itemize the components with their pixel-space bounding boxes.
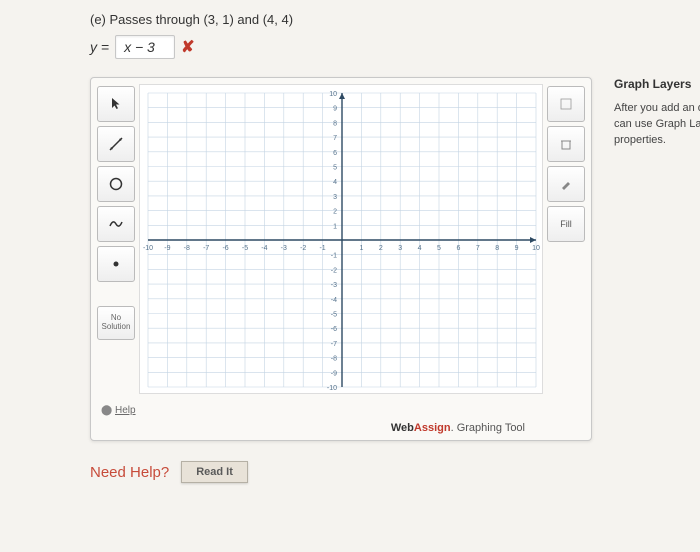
color-button[interactable]: [547, 166, 585, 202]
layers-title: Graph Layers: [614, 77, 700, 91]
svg-text:-2: -2: [300, 245, 306, 252]
circle-tool[interactable]: [97, 166, 135, 202]
svg-text:4: 4: [333, 179, 337, 186]
pointer-tool[interactable]: [97, 86, 135, 122]
fill-button[interactable]: Fill: [547, 206, 585, 242]
svg-text:-10: -10: [143, 245, 153, 252]
point-tool[interactable]: [97, 246, 135, 282]
svg-text:-8: -8: [331, 356, 337, 363]
brush-icon: [559, 177, 573, 191]
svg-text:2: 2: [333, 209, 337, 216]
svg-text:-9: -9: [164, 245, 170, 252]
svg-text:1: 1: [359, 245, 363, 252]
svg-text:9: 9: [333, 106, 337, 113]
svg-text:-3: -3: [281, 245, 287, 252]
right-toolbar: Fill: [547, 86, 585, 242]
svg-text:-10: -10: [327, 385, 337, 392]
layers-line2: can use Graph Layers to view: [614, 117, 700, 133]
svg-text:-7: -7: [331, 341, 337, 348]
problem-part-label: (e) Passes through (3, 1) and (4, 4): [90, 12, 700, 27]
svg-text:-7: -7: [203, 245, 209, 252]
svg-text:-4: -4: [261, 245, 267, 252]
pointer-icon: [109, 97, 123, 111]
svg-text:7: 7: [476, 245, 480, 252]
answer-input[interactable]: x − 3: [115, 35, 175, 59]
svg-text:5: 5: [437, 245, 441, 252]
equation-row: y = x − 3 ✘: [90, 35, 700, 59]
svg-text:6: 6: [333, 150, 337, 157]
equation-prefix: y =: [90, 39, 109, 55]
brand-label: WebAssign. Graphing Tool: [97, 422, 585, 434]
svg-text:6: 6: [456, 245, 460, 252]
help-link[interactable]: Help: [115, 405, 136, 416]
svg-text:-6: -6: [222, 245, 228, 252]
svg-text:-5: -5: [242, 245, 248, 252]
help-icon: ⬤: [101, 405, 115, 416]
svg-text:5: 5: [333, 165, 337, 172]
svg-text:-8: -8: [184, 245, 190, 252]
svg-text:3: 3: [333, 194, 337, 201]
clear-button[interactable]: [547, 86, 585, 122]
svg-text:2: 2: [379, 245, 383, 252]
no-sol-line2: Solution: [102, 323, 131, 332]
left-toolbar: No Solution: [97, 86, 135, 340]
graph-canvas-wrap: -10 -9 -8 -7 -6 -5 -4 -3 -2 -1 1 2 3 4 5 6 7 8 9 10 -10 -9 -8 -…: [139, 84, 543, 394]
svg-text:-1: -1: [319, 245, 325, 252]
svg-text:8: 8: [333, 120, 337, 127]
svg-text:-9: -9: [331, 370, 337, 377]
layers-line1: After you add an object to the: [614, 101, 700, 117]
svg-text:7: 7: [333, 135, 337, 142]
delete-button[interactable]: [547, 126, 585, 162]
svg-text:4: 4: [418, 245, 422, 252]
line-tool[interactable]: [97, 126, 135, 162]
svg-text:-3: -3: [331, 282, 337, 289]
layers-line3: properties.: [614, 133, 700, 149]
freehand-icon: [108, 216, 124, 232]
brand-suffix: . Graphing Tool: [451, 422, 525, 434]
svg-text:10: 10: [329, 91, 337, 98]
svg-text:9: 9: [515, 245, 519, 252]
layers-text: After you add an object to the can use G…: [614, 101, 700, 149]
svg-text:8: 8: [495, 245, 499, 252]
svg-text:3: 3: [398, 245, 402, 252]
trash-icon: [559, 137, 573, 151]
svg-text:1: 1: [333, 223, 337, 230]
svg-text:-5: -5: [331, 312, 337, 319]
svg-text:10: 10: [532, 245, 540, 252]
brand-web: Web: [391, 422, 414, 434]
graph-layers-panel: Graph Layers After you add an object to …: [614, 77, 700, 149]
circle-icon: [108, 176, 124, 192]
svg-text:-4: -4: [331, 297, 337, 304]
incorrect-icon: ✘: [181, 37, 194, 57]
need-help-row: Need Help? Read It: [90, 461, 700, 483]
svg-text:-1: -1: [331, 253, 337, 260]
read-it-button[interactable]: Read It: [181, 461, 248, 483]
svg-text:-2: -2: [331, 267, 337, 274]
blank-icon: [559, 97, 573, 111]
point-icon: [111, 259, 121, 269]
freehand-tool[interactable]: [97, 206, 135, 242]
svg-text:-6: -6: [331, 326, 337, 333]
line-icon: [108, 136, 124, 152]
graph-panel: No Solution -10 -9 -8 -7 -6 -5 -4 -3 -2 -1 1 2 3 4 5 6 7…: [90, 77, 592, 441]
need-help-label: Need Help?: [90, 464, 169, 481]
graph-canvas[interactable]: -10 -9 -8 -7 -6 -5 -4 -3 -2 -1 1 2 3 4 5 6 7 8 9 10 -10 -9 -8 -…: [139, 84, 543, 394]
brand-assign: Assign: [414, 422, 451, 434]
no-solution-button[interactable]: No Solution: [97, 306, 135, 340]
